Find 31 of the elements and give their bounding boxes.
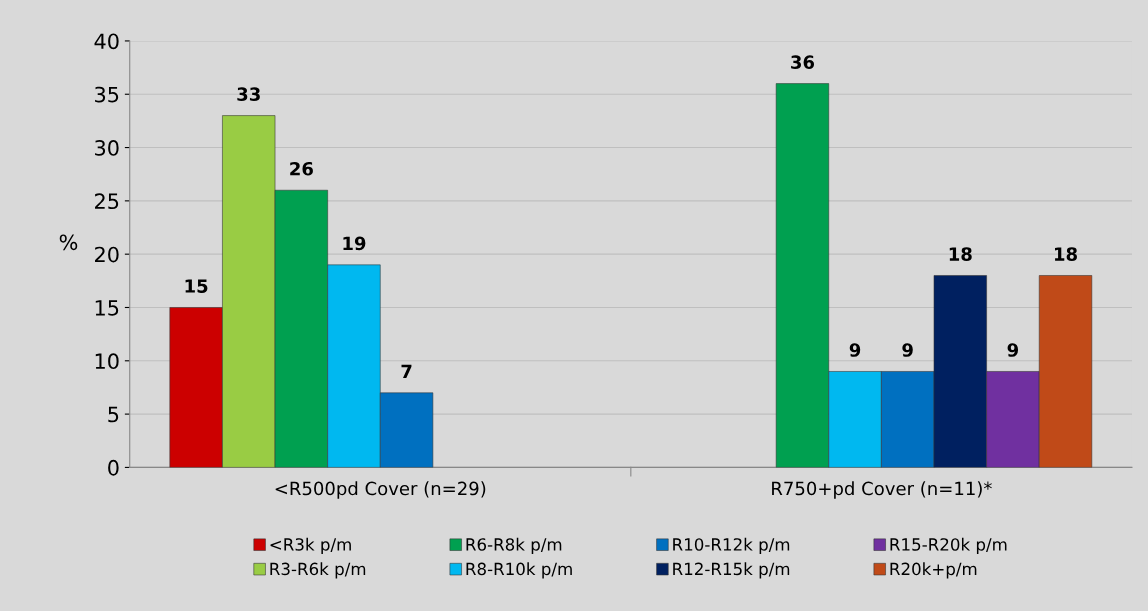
y-tick-label: 5 bbox=[108, 406, 119, 423]
data-label: 36 bbox=[791, 55, 815, 69]
y-axis-title: % bbox=[59, 234, 78, 251]
x-tick-label: R750+pd Cover (n=11)* bbox=[772, 481, 992, 499]
data-label: 9 bbox=[849, 343, 861, 357]
legend-label: R6-R8k p/m bbox=[466, 537, 562, 554]
y-tick-label: 10 bbox=[95, 353, 119, 370]
legend-label: <R3k p/m bbox=[270, 537, 351, 554]
data-label: 7 bbox=[401, 364, 412, 378]
y-tick-label: 0 bbox=[108, 459, 119, 476]
y-tick-label: 15 bbox=[95, 300, 119, 316]
legend-label: R20k+p/m bbox=[890, 562, 977, 579]
legend-label: R10-R12k p/m bbox=[673, 537, 790, 554]
legend-label: R15-R20k p/m bbox=[890, 537, 1007, 554]
y-tick-label: 25 bbox=[95, 193, 119, 210]
legend-label: R12-R15k p/m bbox=[673, 562, 790, 579]
data-label: 15 bbox=[185, 279, 208, 293]
data-label: 18 bbox=[1055, 247, 1077, 261]
data-label: 26 bbox=[290, 161, 313, 176]
y-tick-label: 20 bbox=[95, 246, 119, 263]
data-label: 9 bbox=[902, 343, 913, 357]
y-tick-label: 40 bbox=[94, 33, 119, 50]
legend-label: R3-R6k p/m bbox=[270, 562, 366, 579]
data-label: 33 bbox=[237, 87, 260, 101]
y-tick-label: 30 bbox=[95, 140, 119, 156]
x-tick-label: <R500pd Cover (n=29) bbox=[275, 481, 486, 499]
data-label: 19 bbox=[343, 236, 366, 251]
data-label: 9 bbox=[1007, 343, 1019, 357]
data-label: 18 bbox=[949, 247, 972, 261]
legend-label: R8-R10k p/m bbox=[466, 562, 572, 579]
y-tick-label: 35 bbox=[95, 86, 119, 103]
